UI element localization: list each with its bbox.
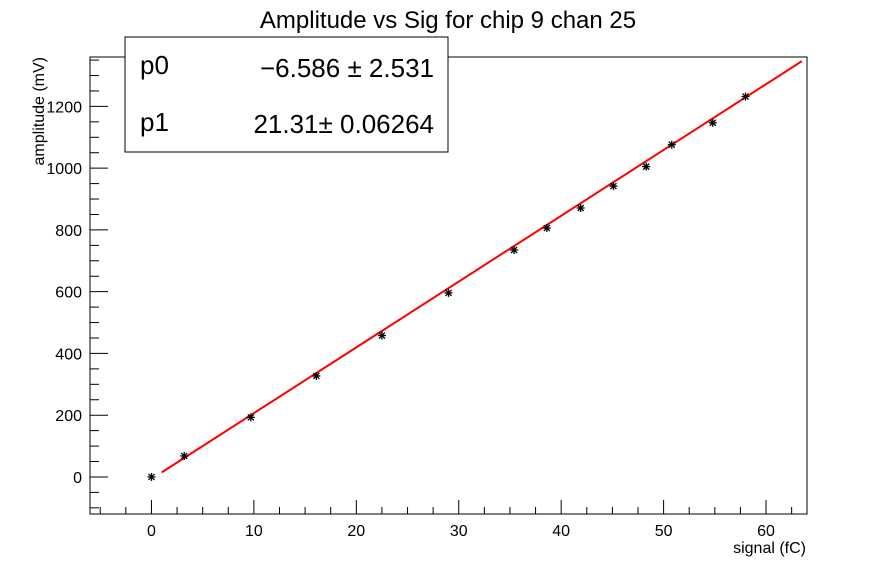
p1-value: 21.31± 0.06264 bbox=[253, 109, 434, 139]
y-tick-label: 200 bbox=[55, 408, 82, 425]
data-point bbox=[642, 162, 651, 171]
y-axis-label: amplitude (mV) bbox=[31, 57, 48, 165]
x-tick-label: 0 bbox=[147, 523, 156, 540]
p0-label: p0 bbox=[140, 50, 169, 80]
x-tick-label: 40 bbox=[552, 523, 570, 540]
marker-stroke bbox=[312, 372, 320, 380]
fit-stats-box: p0 −6.586 ± 2.531 p1 21.31± 0.06264 bbox=[124, 36, 449, 153]
data-point bbox=[444, 288, 453, 297]
data-point bbox=[542, 224, 551, 233]
marker-stroke bbox=[577, 204, 585, 212]
data-point bbox=[147, 472, 156, 481]
fit-line bbox=[161, 60, 803, 474]
marker-stroke bbox=[180, 452, 188, 460]
data-point bbox=[510, 245, 519, 254]
x-tick-label: 20 bbox=[347, 523, 365, 540]
marker-stroke bbox=[445, 289, 452, 297]
marker-stroke bbox=[247, 413, 255, 421]
marker-stroke bbox=[668, 141, 676, 149]
y-tick-label: 800 bbox=[55, 223, 82, 240]
x-tick-label: 60 bbox=[757, 523, 775, 540]
data-point bbox=[667, 140, 676, 149]
fit-line-group bbox=[161, 60, 803, 474]
y-tick-label: 0 bbox=[73, 470, 82, 487]
marker-stroke bbox=[147, 473, 155, 481]
x-tick-label: 10 bbox=[245, 523, 263, 540]
y-tick-label: 600 bbox=[55, 285, 82, 302]
data-point bbox=[576, 203, 585, 212]
x-axis-ticks: 0 10 20 30 40 50 60 bbox=[99, 500, 793, 540]
y-tick-label: 1000 bbox=[46, 161, 82, 178]
y-tick-label: 400 bbox=[55, 346, 82, 363]
data-point bbox=[708, 118, 717, 127]
p0-value: −6.586 ± 2.531 bbox=[260, 53, 434, 83]
data-points bbox=[147, 92, 750, 481]
y-tick-label: 1200 bbox=[46, 99, 82, 116]
marker-stroke bbox=[709, 119, 717, 127]
marker-stroke bbox=[642, 163, 650, 171]
data-point bbox=[180, 451, 189, 460]
marker-stroke bbox=[609, 182, 617, 190]
data-point bbox=[609, 182, 618, 191]
chart-title: Amplitude vs Sig for chip 9 chan 25 bbox=[260, 7, 636, 34]
data-point bbox=[246, 413, 255, 422]
data-point bbox=[377, 331, 386, 340]
p1-label: p1 bbox=[140, 107, 169, 137]
marker-stroke bbox=[742, 93, 750, 100]
x-axis-label: signal (fC) bbox=[733, 540, 806, 557]
marker-stroke bbox=[378, 332, 386, 339]
data-point bbox=[312, 371, 321, 380]
x-tick-label: 50 bbox=[655, 523, 673, 540]
x-tick-label: 30 bbox=[450, 523, 468, 540]
marker-stroke bbox=[510, 246, 518, 254]
data-point bbox=[741, 92, 750, 101]
marker-stroke bbox=[543, 224, 551, 232]
y-axis-ticks: 0 200 400 600 800 1000 1200 bbox=[46, 59, 108, 509]
stats-box-frame bbox=[124, 36, 449, 153]
